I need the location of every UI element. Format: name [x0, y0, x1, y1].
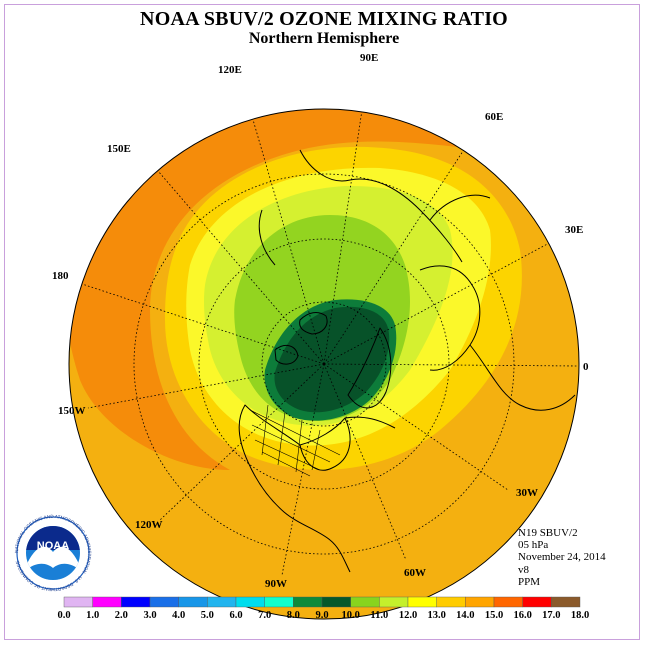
colorbar-tick-label: 11.0	[370, 610, 388, 621]
meridian-120e	[239, 109, 325, 365]
colorbar-tick-label: 9.0	[315, 610, 328, 621]
colorbar-swatch	[493, 596, 523, 608]
colorbar-tick-label: 7.0	[258, 610, 271, 621]
lon-label-60e: 60E	[485, 111, 503, 123]
coastline-north-america	[238, 404, 396, 573]
meridian-60e	[323, 121, 483, 365]
colorbar-tick-label: 16.0	[513, 610, 531, 621]
meridian-90e	[323, 109, 363, 365]
lon-label-60w: 60W	[404, 567, 426, 579]
colorbar-swatch	[379, 596, 409, 608]
colorbar-swatch	[293, 596, 323, 608]
colorbar: 0.0 1.0 2.0 3.0 4.0 5.0 6.0 7.0 8.0 9.0 10.0 11.0 12…	[57, 596, 589, 621]
map-boundary	[68, 108, 580, 620]
meridian-60w	[323, 363, 407, 561]
colorbar-tick-label: 8.0	[287, 610, 300, 621]
colorbar-swatch	[350, 596, 380, 608]
contour-band-orange	[69, 109, 560, 470]
logo-text: NOAA	[37, 540, 69, 552]
colorbar-tick-label: 1.0	[86, 610, 99, 621]
colorbar-swatch	[264, 596, 294, 608]
lon-label-30e: 30E	[565, 224, 583, 236]
date-label: November 24, 2014	[518, 551, 606, 564]
colorbar-swatch	[63, 596, 93, 608]
noaa-logo: NOAA NATIONAL OCEANIC AND ATMOSPHERIC AD…	[14, 514, 92, 592]
coastline-greenland	[347, 327, 392, 409]
colorbar-tick-label: 17.0	[542, 610, 560, 621]
meridian-0	[323, 363, 579, 367]
colorbar-tick-label: 6.0	[229, 610, 242, 621]
meridian-150e	[139, 149, 325, 365]
colorbar-tick-label: 3.0	[143, 610, 156, 621]
colorbar-swatch	[551, 596, 581, 608]
colorbar-swatch	[149, 596, 179, 608]
colorbar-tick-label: 15.0	[485, 610, 503, 621]
colorbar-swatch	[321, 596, 351, 608]
info-block: N19 SBUV/2 05 hPa November 24, 2014 v8 P…	[518, 527, 606, 588]
colorbar-tick-label: 13.0	[427, 610, 445, 621]
colorbar-swatch	[178, 596, 208, 608]
colorbar-tick-label: 10.0	[341, 610, 359, 621]
graticule	[69, 109, 579, 576]
map-subtitle: Northern Hemisphere	[248, 30, 400, 47]
colorbar-swatch	[207, 596, 237, 608]
colorbar-tick-label: 12.0	[399, 610, 417, 621]
colorbar-swatch	[436, 596, 466, 608]
pressure-level-label: 05 hPa	[518, 539, 549, 552]
latitude-circle-75	[261, 301, 387, 427]
ozone-field	[69, 109, 579, 619]
lon-label-120e: 120E	[218, 64, 242, 76]
meridian-30e	[323, 233, 567, 365]
colorbar-swatch	[522, 596, 552, 608]
lon-label-180: 180	[52, 270, 69, 282]
colorbar-tick-label: 14.0	[456, 610, 474, 621]
colorbar-swatch	[92, 596, 122, 608]
meridian-90w	[281, 363, 325, 576]
meridian-180	[69, 279, 325, 365]
latitude-circle-60	[198, 238, 450, 490]
lon-label-90e: 90E	[360, 52, 378, 64]
plot-frame	[4, 4, 640, 640]
units-label: PPM	[518, 575, 541, 588]
meridian-30w	[323, 363, 509, 491]
version-label: v8	[518, 563, 529, 576]
colorbar-swatch	[407, 596, 437, 608]
lon-label-120w: 120W	[135, 519, 163, 531]
colorbar-tick-label: 0.0	[57, 610, 70, 621]
lon-label-30w: 30W	[516, 487, 538, 499]
colorbar-swatch	[235, 596, 265, 608]
colorbar-tick-label: 2.0	[115, 610, 128, 621]
map-title: NOAA SBUV/2 OZONE MIXING RATIO	[140, 8, 508, 30]
lon-label-150w: 150W	[58, 405, 86, 417]
us-state-borders	[249, 404, 341, 477]
longitude-labels: 90E 60E 30E 0 30W 60W 90W 120W 150W 180 …	[52, 52, 589, 590]
instrument-label: N19 SBUV/2	[518, 527, 578, 539]
latitude-circle-45	[133, 173, 515, 555]
lon-label-150e: 150E	[107, 143, 131, 155]
coastlines	[238, 149, 576, 573]
lon-label-0: 0	[583, 361, 589, 373]
colorbar-tick-label: 4.0	[172, 610, 185, 621]
coastline-eurasia	[258, 149, 576, 411]
lon-label-90w: 90W	[265, 578, 287, 590]
colorbar-swatch	[121, 596, 151, 608]
colorbar-tick-label: 5.0	[201, 610, 214, 621]
colorbar-swatch	[465, 596, 495, 608]
coastline-arctic-islands	[274, 312, 328, 365]
colorbar-tick-label: 18.0	[571, 610, 589, 621]
